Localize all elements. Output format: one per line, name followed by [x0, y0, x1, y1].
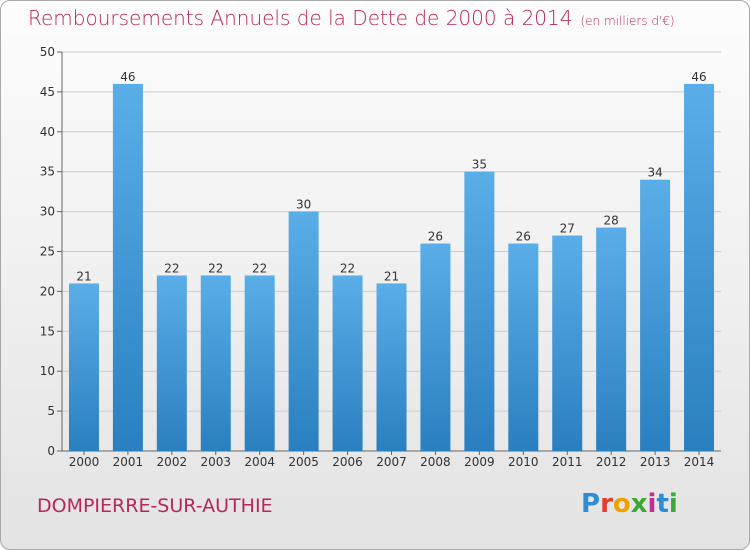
bar-2007: [376, 283, 407, 451]
y-tick-label: 35: [40, 165, 55, 179]
y-tick-label: 40: [40, 125, 55, 139]
value-label-2008: 26: [428, 230, 443, 244]
x-tick-label-2001: 2001: [113, 455, 144, 469]
value-label-2003: 22: [208, 261, 223, 275]
y-tick-label: 15: [40, 324, 55, 338]
bar-2005: [288, 211, 319, 451]
bar-2006: [332, 275, 363, 451]
commune-name: DOMPIERRE-SUR-AUTHIE: [37, 495, 273, 517]
value-label-2000: 21: [76, 269, 91, 283]
y-tick-label: 10: [40, 364, 55, 378]
y-tick-label: 45: [40, 85, 55, 99]
value-label-2004: 22: [252, 261, 267, 275]
x-tick-label-2007: 2007: [376, 455, 407, 469]
value-label-2007: 21: [384, 269, 399, 283]
chart-subtitle: (en milliers d'€): [580, 14, 675, 28]
value-label-2002: 22: [164, 261, 179, 275]
x-tick-label-2004: 2004: [244, 455, 275, 469]
chart-title-text: Remboursements Annuels de la Dette de 20…: [28, 6, 573, 30]
value-label-2001: 46: [120, 70, 135, 84]
value-label-2013: 34: [647, 166, 662, 180]
bar-2009: [464, 171, 495, 451]
x-tick-label-2009: 2009: [464, 455, 495, 469]
x-tick-label-2013: 2013: [640, 455, 671, 469]
bar-2014: [684, 83, 715, 452]
value-label-2006: 22: [340, 261, 355, 275]
value-label-2014: 46: [691, 70, 706, 84]
value-label-2005: 30: [296, 198, 311, 212]
chart-title: Remboursements Annuels de la Dette de 20…: [28, 6, 675, 30]
bars: [68, 83, 715, 452]
y-tick-label: 20: [40, 284, 55, 298]
bar-2002: [156, 275, 187, 451]
value-label-2010: 26: [516, 230, 531, 244]
axes: 0 5 10 15 20 25 30 35 40 45 50 2000 2001 2002 2003 2004…: [40, 45, 721, 469]
x-tick-label-2014: 2014: [684, 455, 715, 469]
bar-2003: [200, 275, 231, 451]
value-label-2009: 35: [472, 158, 487, 172]
x-tick-label-2002: 2002: [157, 455, 188, 469]
bar-2008: [420, 243, 451, 451]
y-tick-label: 25: [40, 245, 55, 259]
y-tick-label: 50: [40, 45, 55, 59]
x-tick-label-2005: 2005: [288, 455, 319, 469]
y-tick-label: 0: [47, 444, 55, 458]
x-tick-label-2011: 2011: [552, 455, 583, 469]
bar-2000: [68, 283, 99, 451]
proxiti-logo: Proxiti: [581, 489, 678, 519]
bar-2004: [244, 275, 275, 451]
bar-value-labels: 21 46 22 22 22 30 22 21 26 35 26 27 28 34 46: [76, 70, 706, 284]
value-label-2012: 28: [604, 214, 619, 228]
y-tick-label: 5: [47, 404, 55, 418]
value-label-2011: 27: [560, 222, 575, 236]
bar-2001: [112, 83, 143, 452]
x-tick-label-2010: 2010: [508, 455, 539, 469]
x-tick-label-2012: 2012: [596, 455, 627, 469]
x-tick-label-2000: 2000: [69, 455, 100, 469]
bar-2010: [508, 243, 539, 451]
bar-2013: [640, 179, 671, 451]
y-tick-label: 30: [40, 205, 55, 219]
x-tick-label-2008: 2008: [420, 455, 451, 469]
bar-2011: [552, 235, 583, 451]
x-tick-label-2003: 2003: [200, 455, 231, 469]
bar-2012: [596, 227, 627, 451]
x-tick-label-2006: 2006: [332, 455, 363, 469]
